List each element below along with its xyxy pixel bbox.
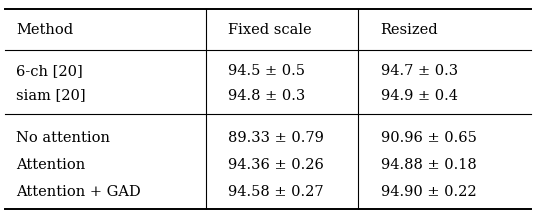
Text: 94.7 ± 0.3: 94.7 ± 0.3 xyxy=(381,64,458,78)
Text: Fixed scale: Fixed scale xyxy=(228,24,311,37)
Text: 94.36 ± 0.26: 94.36 ± 0.26 xyxy=(228,158,324,172)
Text: 89.33 ± 0.79: 89.33 ± 0.79 xyxy=(228,131,324,144)
Text: 90.96 ± 0.65: 90.96 ± 0.65 xyxy=(381,131,477,144)
Text: Resized: Resized xyxy=(381,24,438,37)
Text: 94.88 ± 0.18: 94.88 ± 0.18 xyxy=(381,158,477,172)
Text: 94.58 ± 0.27: 94.58 ± 0.27 xyxy=(228,185,323,199)
Text: Method: Method xyxy=(16,24,73,37)
Text: Attention: Attention xyxy=(16,158,85,172)
Text: 6-ch [20]: 6-ch [20] xyxy=(16,64,83,78)
Text: Attention + GAD: Attention + GAD xyxy=(16,185,141,199)
Text: 94.90 ± 0.22: 94.90 ± 0.22 xyxy=(381,185,476,199)
Text: 94.9 ± 0.4: 94.9 ± 0.4 xyxy=(381,89,458,102)
Text: 94.8 ± 0.3: 94.8 ± 0.3 xyxy=(228,89,305,102)
Text: No attention: No attention xyxy=(16,131,110,144)
Text: 94.5 ± 0.5: 94.5 ± 0.5 xyxy=(228,64,305,78)
Text: siam [20]: siam [20] xyxy=(16,89,86,102)
